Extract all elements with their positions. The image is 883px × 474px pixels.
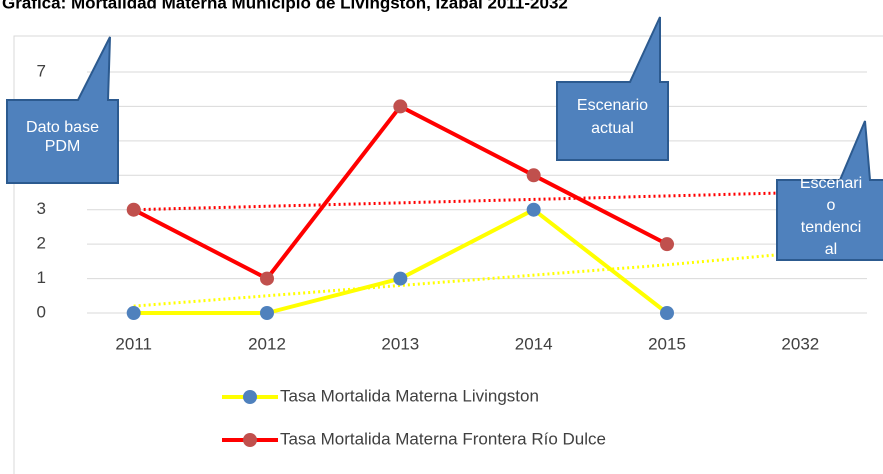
point [260, 306, 274, 320]
callouts: Dato basePDMEscenarioactualEscenariotend… [6, 16, 883, 261]
y-tick-label: 2 [37, 234, 46, 253]
x-tick-label: 2015 [648, 334, 686, 353]
callout-text: PDM [45, 138, 81, 155]
point [126, 202, 141, 217]
callout-text: tendenci [801, 219, 862, 236]
legend-marker [243, 390, 257, 404]
callout-shape [6, 36, 119, 184]
point [526, 168, 541, 183]
legend-label: Tasa Mortalida Materna Livingston [280, 386, 539, 405]
y-tick-label: 7 [37, 61, 46, 80]
callout-shape [776, 120, 883, 261]
point [126, 306, 141, 320]
y-tick-label: 0 [37, 302, 46, 321]
point [393, 271, 408, 286]
x-tick-label: 2012 [248, 334, 286, 353]
point [660, 237, 674, 252]
x-tick-label: 2032 [781, 334, 819, 353]
x-tick-label: 2014 [515, 334, 553, 353]
legend-marker [243, 433, 257, 447]
trendline [133, 251, 801, 308]
legend: Tasa Mortalida Materna Livingston Tasa Mo… [222, 386, 606, 448]
point [260, 271, 274, 286]
y-tick-label: 3 [37, 199, 46, 218]
y-tick-label: 1 [37, 268, 46, 287]
point [526, 202, 541, 217]
point [393, 99, 408, 114]
callout-text: actual [591, 120, 634, 137]
x-tick-label: 2013 [381, 334, 419, 353]
callout-text: Escenari [800, 175, 862, 192]
callout-shape [556, 16, 669, 161]
point [660, 306, 674, 320]
x-tick-label: 2011 [115, 334, 152, 353]
callout-text: al [825, 241, 837, 258]
chart-title: Gráfica: Mortalidad Materna Municipio de… [2, 0, 568, 12]
callout-text: o [827, 197, 836, 214]
plot-area: 01234567201120122013201420152032 [37, 61, 867, 353]
legend-label: Tasa Mortalida Materna Frontera Río Dulc… [280, 429, 606, 448]
trendline [133, 191, 801, 212]
callout-text: Dato base [26, 119, 99, 136]
callout-text: Escenario [577, 97, 648, 114]
